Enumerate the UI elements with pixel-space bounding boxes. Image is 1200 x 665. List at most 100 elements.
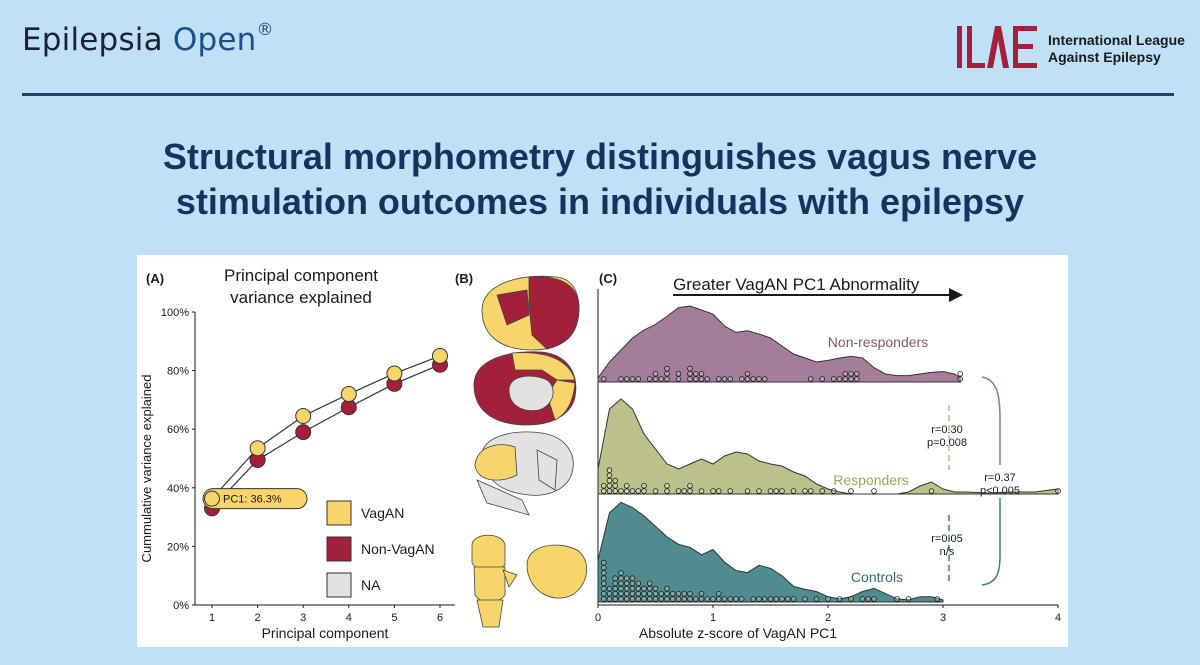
- data-point: [681, 596, 688, 602]
- series-line-vagan: [211, 355, 441, 500]
- data-point: [652, 585, 659, 592]
- data-point: [635, 376, 642, 382]
- data-point: [698, 590, 705, 597]
- data-point: [635, 590, 642, 597]
- data-point: [664, 376, 670, 382]
- data-point: [600, 596, 607, 602]
- data-point: [606, 585, 613, 592]
- data-point: [635, 585, 642, 592]
- data-point: [819, 376, 826, 382]
- data-point: [761, 376, 768, 382]
- data-point: [687, 483, 693, 489]
- data-point: [652, 596, 659, 602]
- data-point: [784, 596, 791, 602]
- data-point: [692, 596, 699, 602]
- data-point: [687, 596, 693, 602]
- data-point: [652, 376, 659, 382]
- data-point: [761, 596, 768, 602]
- data-point: [698, 371, 705, 377]
- data-point: [681, 590, 688, 597]
- panel-c-chart: 0 1 2 3 4 Absolute z-score of VagAN PC1: [595, 289, 1061, 641]
- data-point: [681, 488, 688, 494]
- data-point: [652, 590, 659, 597]
- panel-c-label: (C): [599, 271, 617, 286]
- data-point: [600, 483, 607, 489]
- x-tick-label: 1: [710, 612, 716, 624]
- pc1-annotation-point: [204, 490, 220, 507]
- data-point-vagan: [249, 440, 266, 457]
- data-point: [618, 585, 624, 592]
- journal-name: Epilepsia: [22, 22, 163, 58]
- data-point: [871, 596, 877, 602]
- x-tick-label: 2: [255, 612, 261, 624]
- panel-a-title-line-2: variance explained: [230, 288, 372, 307]
- data-point: [773, 488, 780, 494]
- data-point: [646, 376, 653, 382]
- panel-a-x-axis-label: Principal component: [262, 625, 389, 641]
- data-point: [612, 483, 619, 489]
- data-point: [715, 596, 722, 602]
- data-point: [606, 483, 613, 489]
- data-point: [675, 596, 682, 602]
- journal-suffix: Open: [172, 22, 257, 58]
- data-point: [641, 596, 647, 602]
- stat-bracket-nr-c-bottom: [981, 498, 1001, 586]
- org-line-1: International League: [1048, 32, 1185, 48]
- data-point: [600, 590, 607, 597]
- data-point: [727, 596, 734, 602]
- data-point: [629, 585, 636, 592]
- abnormality-arrow-label: Greater VagAN PC1 Abnormality: [673, 275, 920, 294]
- data-point: [704, 376, 711, 382]
- group-label-controls: Controls: [851, 569, 903, 585]
- data-point: [635, 596, 642, 602]
- data-point: [710, 488, 716, 494]
- data-point: [623, 580, 630, 587]
- data-point: [905, 596, 912, 602]
- y-tick-label: 20%: [167, 541, 189, 553]
- stat-nr-r-r: r=0.30: [931, 424, 963, 436]
- data-point: [600, 564, 607, 571]
- data-point: [698, 376, 705, 382]
- data-point: [692, 371, 699, 377]
- data-point: [842, 376, 849, 382]
- data-point: [819, 488, 826, 494]
- panel-c-x-axis-label: Absolute z-score of VagAN PC1: [639, 625, 837, 641]
- data-point: [623, 590, 630, 597]
- data-point: [698, 596, 705, 602]
- figure-panel: (A) Principal component variance explain…: [137, 255, 1068, 647]
- data-point: [606, 467, 613, 474]
- data-point: [618, 570, 624, 576]
- data-point: [756, 488, 762, 494]
- data-point-vagan: [386, 365, 403, 382]
- x-tick-label: 6: [437, 612, 443, 624]
- registered-mark: ®: [256, 19, 274, 40]
- data-point: [623, 585, 630, 592]
- panel-a-title-line-1: Principal component: [224, 266, 378, 285]
- data-point: [629, 376, 636, 382]
- data-point: [675, 371, 682, 377]
- data-point: [664, 371, 670, 377]
- header-divider: [22, 93, 1174, 96]
- data-point: [623, 596, 630, 602]
- data-point: [623, 483, 630, 489]
- y-tick-label: 100%: [161, 307, 189, 319]
- data-point: [612, 590, 619, 597]
- data-point: [629, 575, 636, 582]
- data-point: [641, 488, 647, 494]
- data-point: [646, 585, 653, 592]
- legend-swatch: [326, 500, 352, 526]
- data-point: [687, 488, 693, 494]
- data-point: [623, 575, 630, 582]
- data-point: [802, 488, 808, 494]
- data-point: [664, 365, 670, 372]
- data-point: [853, 371, 860, 377]
- brain-cerebellum-view: [471, 534, 587, 628]
- data-point: [721, 596, 728, 602]
- data-point: [750, 596, 757, 602]
- data-point: [664, 488, 670, 494]
- data-point: [848, 371, 854, 377]
- legend-label: VagAN: [361, 505, 404, 521]
- brain-subcortical-view: [474, 431, 574, 516]
- data-point: [848, 596, 854, 602]
- data-point: [830, 488, 837, 494]
